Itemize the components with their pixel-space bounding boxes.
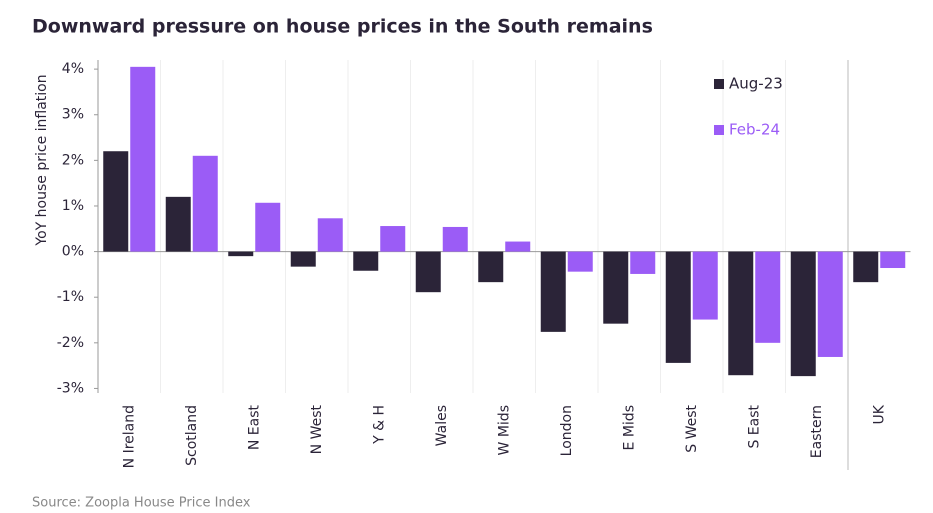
bar [817,251,843,357]
x-tick-label: Eastern [809,405,825,458]
bar [630,251,656,274]
y-tick-label: 0% [62,244,84,260]
x-tick-label: London [559,405,575,456]
source: Source: Zoopla House Price Index [32,496,251,511]
x-tick-label: UK [871,404,887,424]
bar [415,251,441,293]
bar [165,196,191,252]
bar [192,155,218,252]
x-tick-label: S West [684,404,700,452]
bar [290,251,316,267]
bar [505,241,531,252]
y-tick-label: -3% [57,380,84,396]
y-tick-label: 1% [62,198,84,214]
bar [478,251,504,283]
x-tick-label: Y & H [371,405,387,445]
bar [130,66,156,252]
bar [540,251,566,332]
y-tick-label: 3% [62,107,84,123]
y-tick-label: 4% [62,61,84,77]
bar [755,251,781,343]
bar [728,251,754,376]
bar [103,151,129,252]
y-axis-label: YoY house price inflation [34,74,50,246]
x-tick-label: E Mids [621,405,637,450]
bar [255,202,281,252]
bar [442,226,468,252]
bar [228,251,254,257]
legend-swatch [714,125,724,135]
bar [603,251,629,324]
bar [353,251,379,271]
x-tick-label: Scotland [184,405,200,466]
bar [853,251,879,283]
legend-label: Feb-24 [729,121,780,139]
x-tick-label: Wales [434,405,450,446]
bar [665,251,691,363]
x-tick-label: S East [746,404,762,448]
x-tick-label: N West [309,404,325,454]
bar [317,218,343,252]
x-tick-label: N Ireland [121,405,137,468]
bar [380,226,406,252]
bar [880,251,906,269]
x-tick-label: W Mids [496,405,512,455]
y-tick-label: 2% [62,152,84,168]
bar [692,251,718,320]
bar [790,251,816,377]
legend-swatch [714,79,724,89]
bar [567,251,593,272]
x-tick-label: N East [246,404,262,450]
y-tick-label: -2% [57,335,84,351]
y-tick-label: -1% [57,289,84,305]
legend-label: Aug-23 [729,75,783,93]
chart-title: Downward pressure on house prices in the… [32,16,653,38]
